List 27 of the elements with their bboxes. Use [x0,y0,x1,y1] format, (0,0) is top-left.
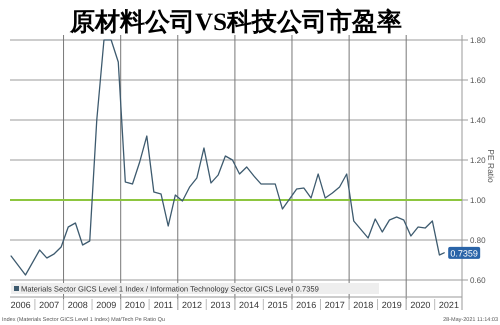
x-tick-label: 2010 [124,300,145,310]
x-tick-label: 2016 [296,300,316,310]
x-tick-label: 2021 [438,300,459,310]
y-tick-label: 0.60 [470,276,486,285]
x-tick-label: 2015 [268,300,288,310]
y-tick-label: 0.80 [470,236,486,245]
y-tick-label: 1.60 [470,76,486,85]
x-tick-label: 2018 [353,300,374,310]
y-tick-label: 1.80 [470,36,486,45]
x-tick-label: 2006 [10,300,31,310]
x-tick-label: 2008 [68,300,88,310]
chart-title: 原材料公司VS科技公司市盈率 [69,8,402,36]
x-tick-label: 2011 [154,300,174,310]
line-series [10,39,445,276]
data-label: 0.7359 [450,248,478,258]
x-tick-label: 2014 [239,300,260,310]
x-tick-label: 2013 [210,300,231,310]
y-tick-label: 1.40 [470,116,486,125]
x-tick-label: 2009 [96,300,116,310]
x-tick-label: 2019 [382,300,402,310]
x-tick-label: 2012 [182,300,202,310]
x-tick-label: 2020 [410,300,430,310]
x-tick-label: 2017 [324,300,345,310]
y-tick-label: 1.00 [470,196,486,205]
y-axis-title: PE Ratio [486,149,496,184]
x-tick-label: 2007 [39,300,60,310]
y-tick-label: 1.20 [470,156,486,165]
